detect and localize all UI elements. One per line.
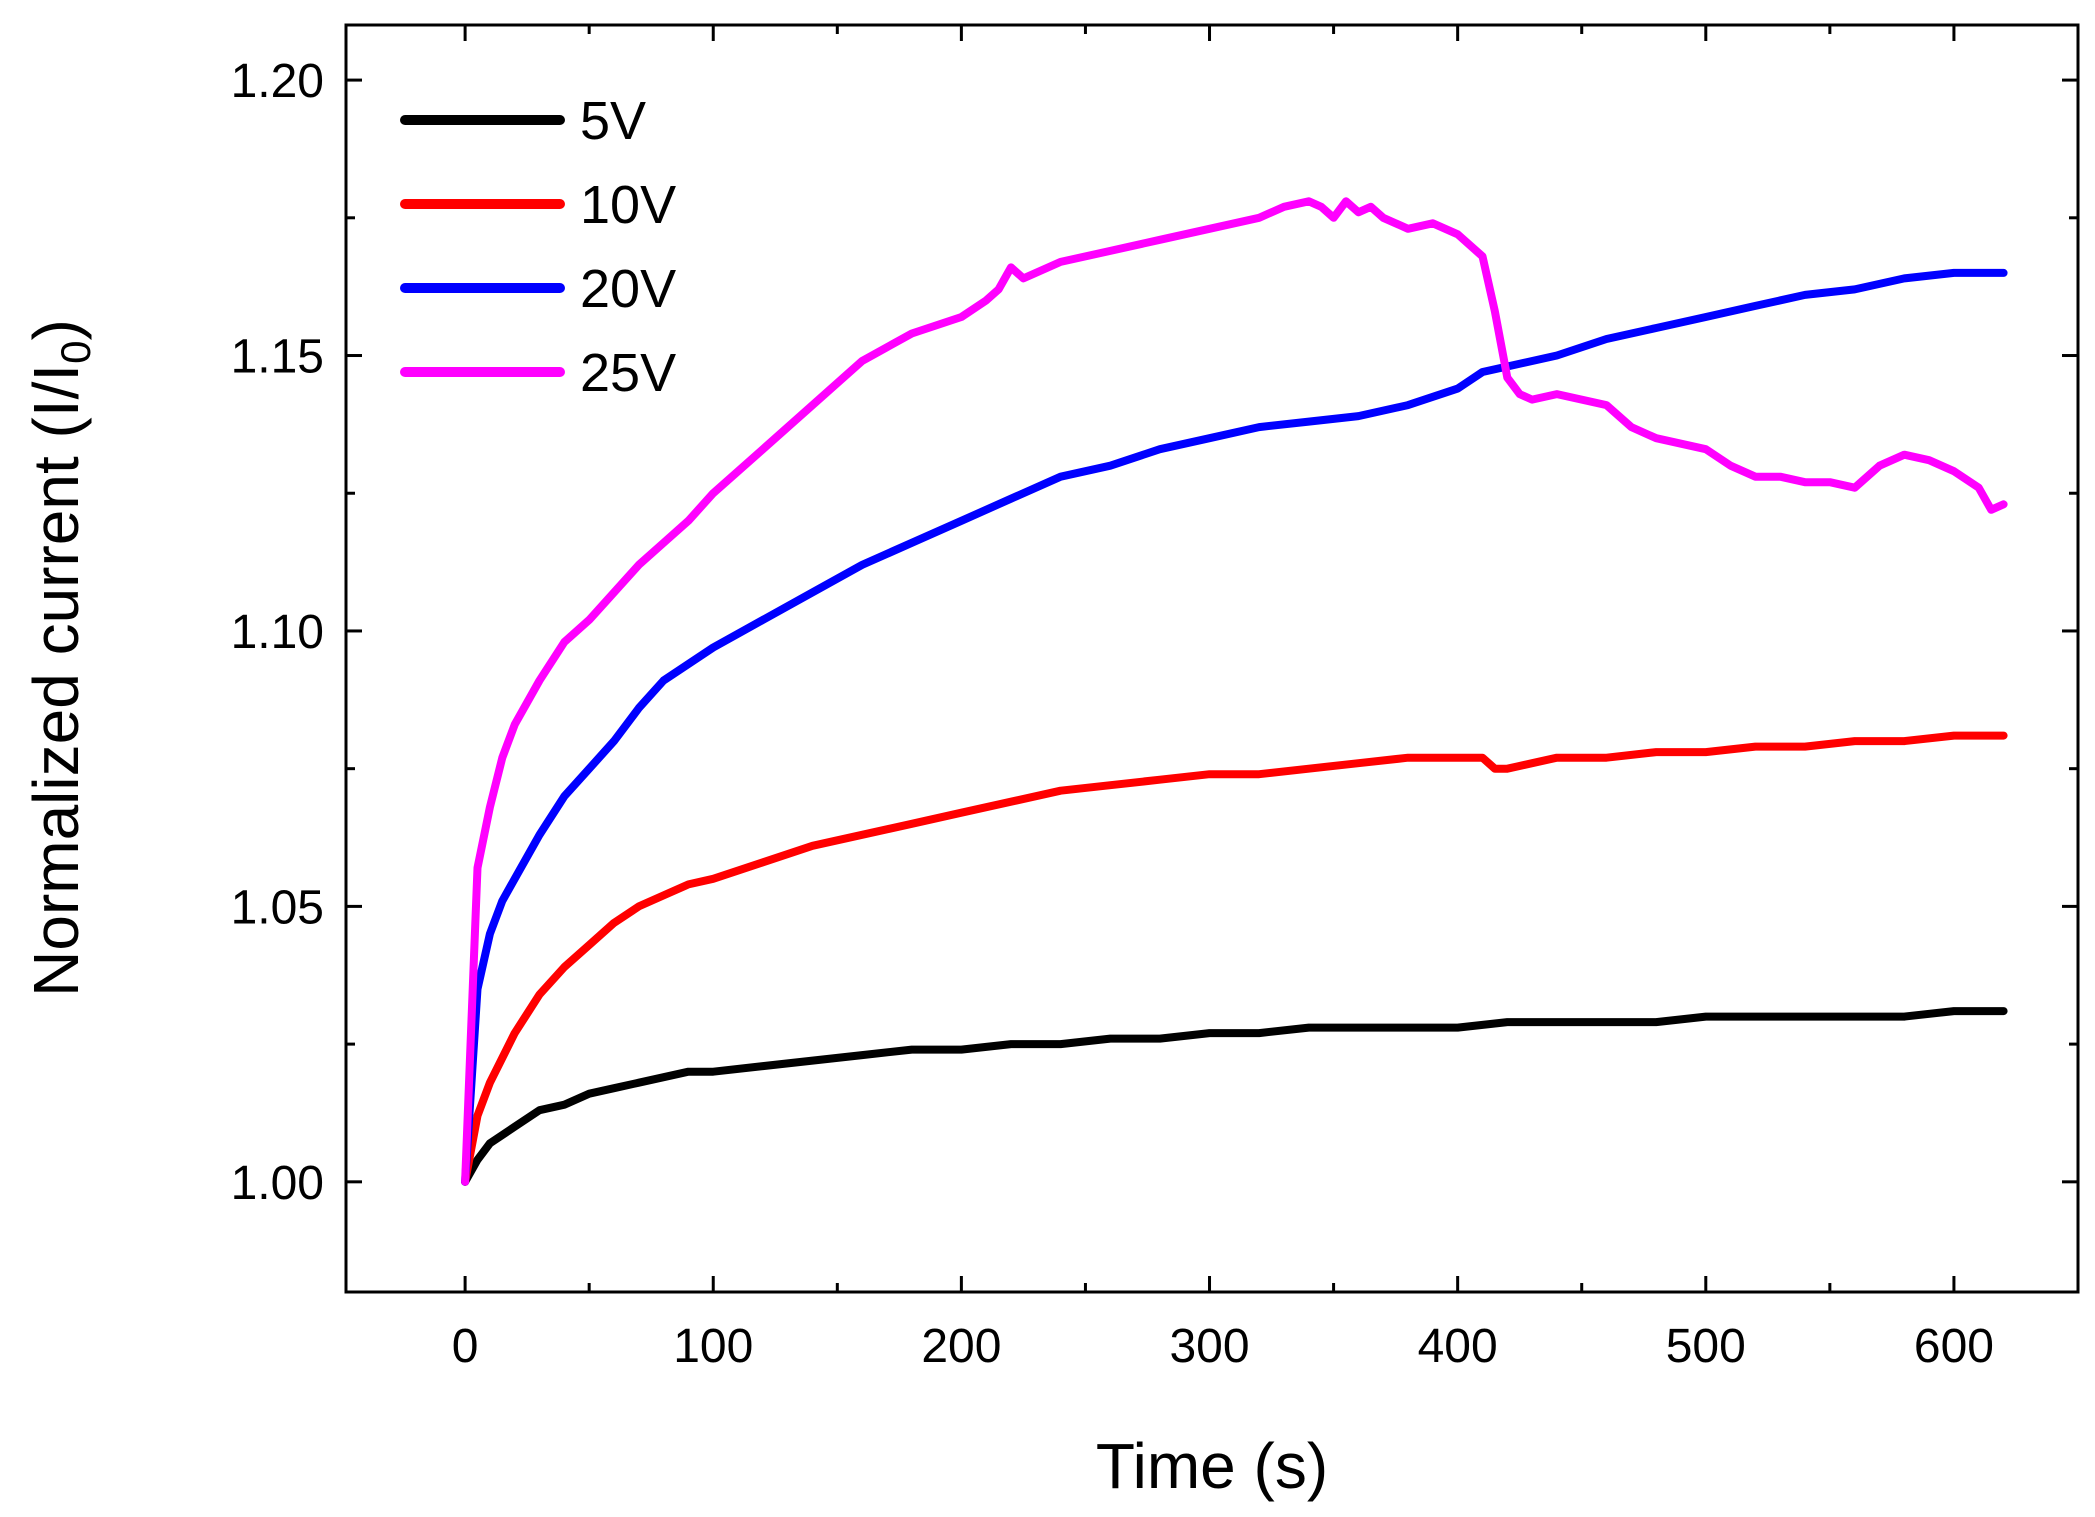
x-axis-ticks: 0 100 200 300 400 500 600 xyxy=(452,25,1994,1373)
y-tick-label: 1.20 xyxy=(231,55,324,108)
y-tick-label: 1.10 xyxy=(231,606,324,659)
x-tick-label: 300 xyxy=(1169,1320,1249,1373)
y-tick-label: 1.15 xyxy=(231,331,324,384)
legend-label-5v: 5V xyxy=(580,91,646,151)
x-tick-label: 600 xyxy=(1914,1320,1994,1373)
x-tick-label: 500 xyxy=(1666,1320,1746,1373)
y-axis-ticks: 1.00 1.05 1.10 1.15 1.20 xyxy=(231,55,2078,1210)
x-tick-label: 400 xyxy=(1418,1320,1498,1373)
series-line-25v xyxy=(461,197,2008,1186)
y-tick-label: 1.05 xyxy=(231,881,324,934)
series-layer xyxy=(461,197,2008,1186)
y-axis-title-suffix: ) xyxy=(20,319,92,340)
series-line-10v xyxy=(461,731,2008,1186)
x-tick-label: 0 xyxy=(452,1320,479,1373)
x-tick-label: 200 xyxy=(921,1320,1001,1373)
series-line-20v xyxy=(461,268,2008,1186)
legend-label-25v: 25V xyxy=(580,343,676,403)
legend-label-20v: 20V xyxy=(580,259,676,319)
y-axis-title-main: Normalized current (I/I xyxy=(20,364,92,997)
y-axis-title: Normalized current (I/I0) xyxy=(20,319,99,997)
y-axis-title-subscript: 0 xyxy=(52,340,99,363)
plot-frame xyxy=(344,23,2080,1294)
y-tick-label: 1.00 xyxy=(231,1157,324,1210)
legend: 5V 10V 20V 25V xyxy=(400,91,676,403)
legend-label-10v: 10V xyxy=(580,175,676,235)
x-tick-label: 100 xyxy=(673,1320,753,1373)
series-line-5v xyxy=(461,1007,2008,1186)
x-axis-title: Time (s) xyxy=(1096,1430,1328,1502)
